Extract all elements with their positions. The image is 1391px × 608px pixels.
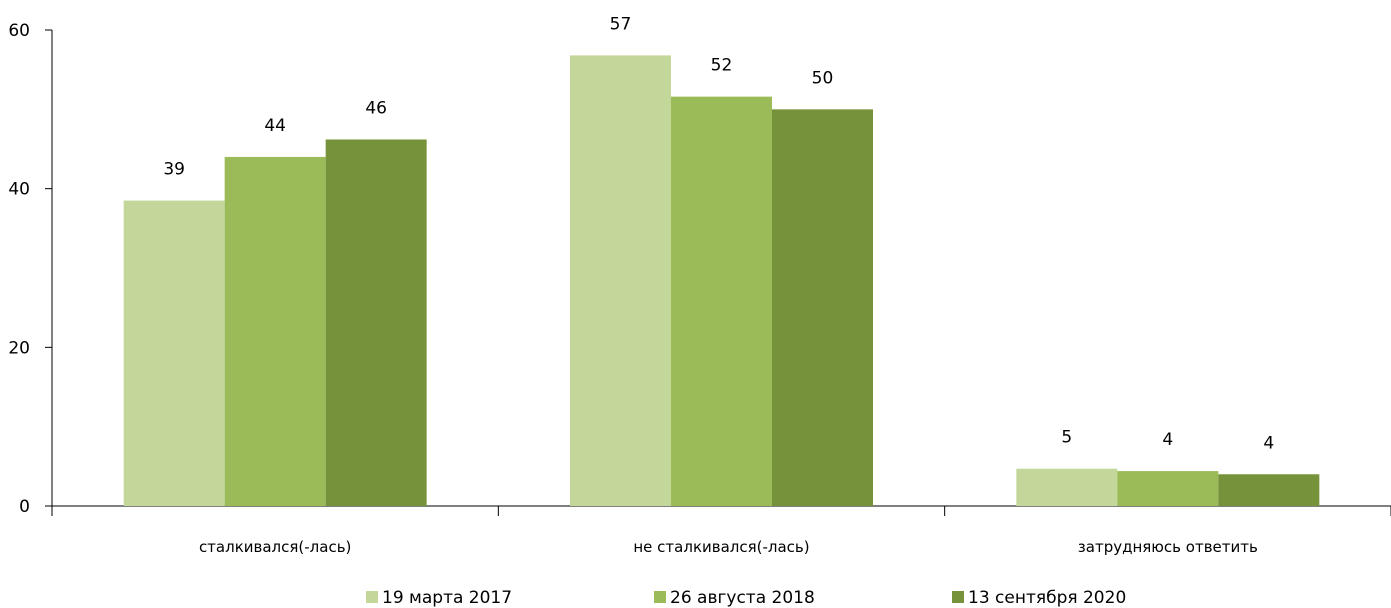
data-label: 57 xyxy=(610,14,632,34)
x-axis-ticks xyxy=(51,506,1391,516)
category-label: сталкивался(-лась) xyxy=(199,538,351,556)
data-label: 50 xyxy=(812,68,834,88)
legend: 19 марта 2017 26 августа 2018 13 сентября … xyxy=(366,588,1126,608)
bar xyxy=(325,139,427,507)
data-label: 52 xyxy=(711,56,733,76)
legend-swatch xyxy=(952,591,964,603)
category-label: затрудняюсь ответить xyxy=(1078,538,1258,556)
y-tick-label: 0 xyxy=(19,497,30,517)
bars xyxy=(123,55,1320,507)
legend-label: 13 сентября 2020 xyxy=(968,588,1126,608)
data-label: 46 xyxy=(365,98,387,118)
y-tick-label: 20 xyxy=(8,338,30,358)
bar xyxy=(772,109,873,506)
y-axis-ticks: 0 20 40 60 xyxy=(8,21,52,517)
data-label: 4 xyxy=(1162,430,1173,450)
bar xyxy=(123,200,225,507)
bar xyxy=(1016,468,1118,506)
bar xyxy=(570,55,671,507)
data-label: 5 xyxy=(1061,428,1072,448)
legend-swatch xyxy=(654,591,666,603)
legend-label: 26 августа 2018 xyxy=(670,588,815,608)
y-tick-label: 60 xyxy=(8,21,30,41)
category-label: не сталкивался(-лась) xyxy=(633,538,809,556)
data-label: 4 xyxy=(1263,433,1274,453)
category-labels: сталкивался(-лась) не сталкивался(-лась) з… xyxy=(199,538,1258,556)
bar xyxy=(224,156,326,506)
bar xyxy=(1117,471,1219,506)
data-label: 44 xyxy=(264,116,286,136)
data-label: 39 xyxy=(163,160,185,180)
bar xyxy=(1218,474,1320,506)
legend-label: 19 марта 2017 xyxy=(382,588,512,608)
y-tick-label: 40 xyxy=(8,180,30,200)
bar xyxy=(671,96,772,506)
legend-swatch xyxy=(366,591,378,603)
